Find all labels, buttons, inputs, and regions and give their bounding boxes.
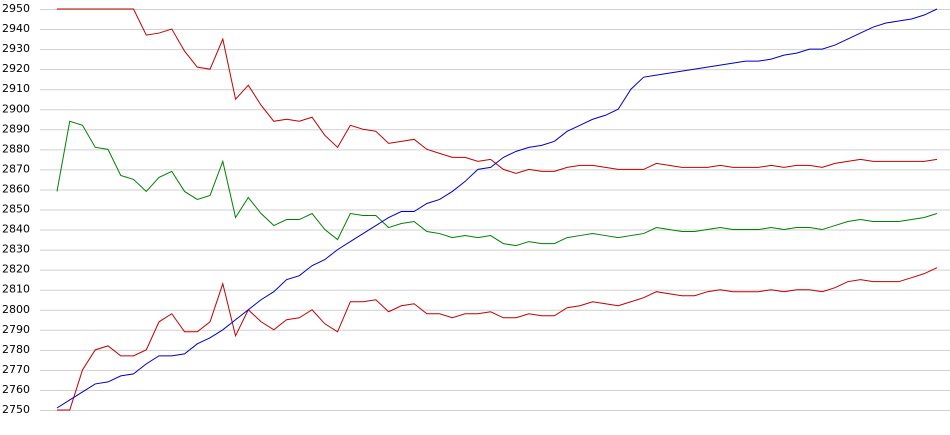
y-tick-label: 2930 xyxy=(2,42,30,55)
y-tick-label: 2950 xyxy=(2,2,30,15)
y-tick-label: 2870 xyxy=(2,162,30,175)
y-tick-label: 2750 xyxy=(2,403,30,416)
y-tick-label: 2880 xyxy=(2,142,30,155)
y-tick-label: 2790 xyxy=(2,323,30,336)
y-tick-label: 2940 xyxy=(2,22,30,35)
y-tick-label: 2900 xyxy=(2,102,30,115)
y-tick-label: 2820 xyxy=(2,263,30,276)
series-line xyxy=(56,8,938,409)
y-tick-label: 2890 xyxy=(2,122,30,135)
y-tick-label: 2910 xyxy=(2,82,30,95)
y-tick-label: 2830 xyxy=(2,243,30,256)
series-line xyxy=(57,267,938,411)
y-tick-label: 2780 xyxy=(2,343,30,356)
y-tick-label: 2860 xyxy=(2,182,30,195)
y-tick-label: 2760 xyxy=(2,383,30,396)
series-line xyxy=(57,8,938,174)
y-tick-label: 2840 xyxy=(2,223,30,236)
y-tick-label: 2770 xyxy=(2,363,30,376)
y-tick-label: 2850 xyxy=(2,203,30,216)
y-tick-label: 2810 xyxy=(2,283,30,296)
y-tick-label: 2920 xyxy=(2,62,30,75)
y-tick-label: 2800 xyxy=(2,303,30,316)
series-line xyxy=(56,120,938,247)
